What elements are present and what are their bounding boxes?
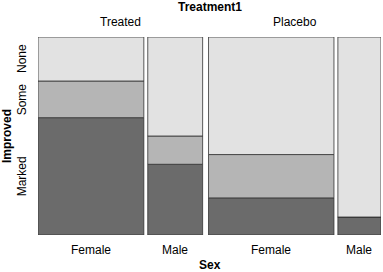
svg-text:Treated: Treated — [100, 15, 141, 29]
svg-text:Treatment1: Treatment1 — [178, 0, 242, 14]
svg-text:Female: Female — [251, 243, 291, 257]
svg-text:None: None — [15, 44, 29, 73]
svg-text:Marked: Marked — [15, 156, 29, 196]
svg-text:Some: Some — [15, 84, 29, 116]
svg-text:Sex: Sex — [199, 258, 221, 272]
svg-text:Male: Male — [346, 243, 372, 257]
svg-text:Improved: Improved — [0, 109, 14, 163]
svg-text:Female: Female — [71, 243, 111, 257]
svg-text:Placebo: Placebo — [273, 15, 317, 29]
svg-text:Male: Male — [162, 243, 188, 257]
